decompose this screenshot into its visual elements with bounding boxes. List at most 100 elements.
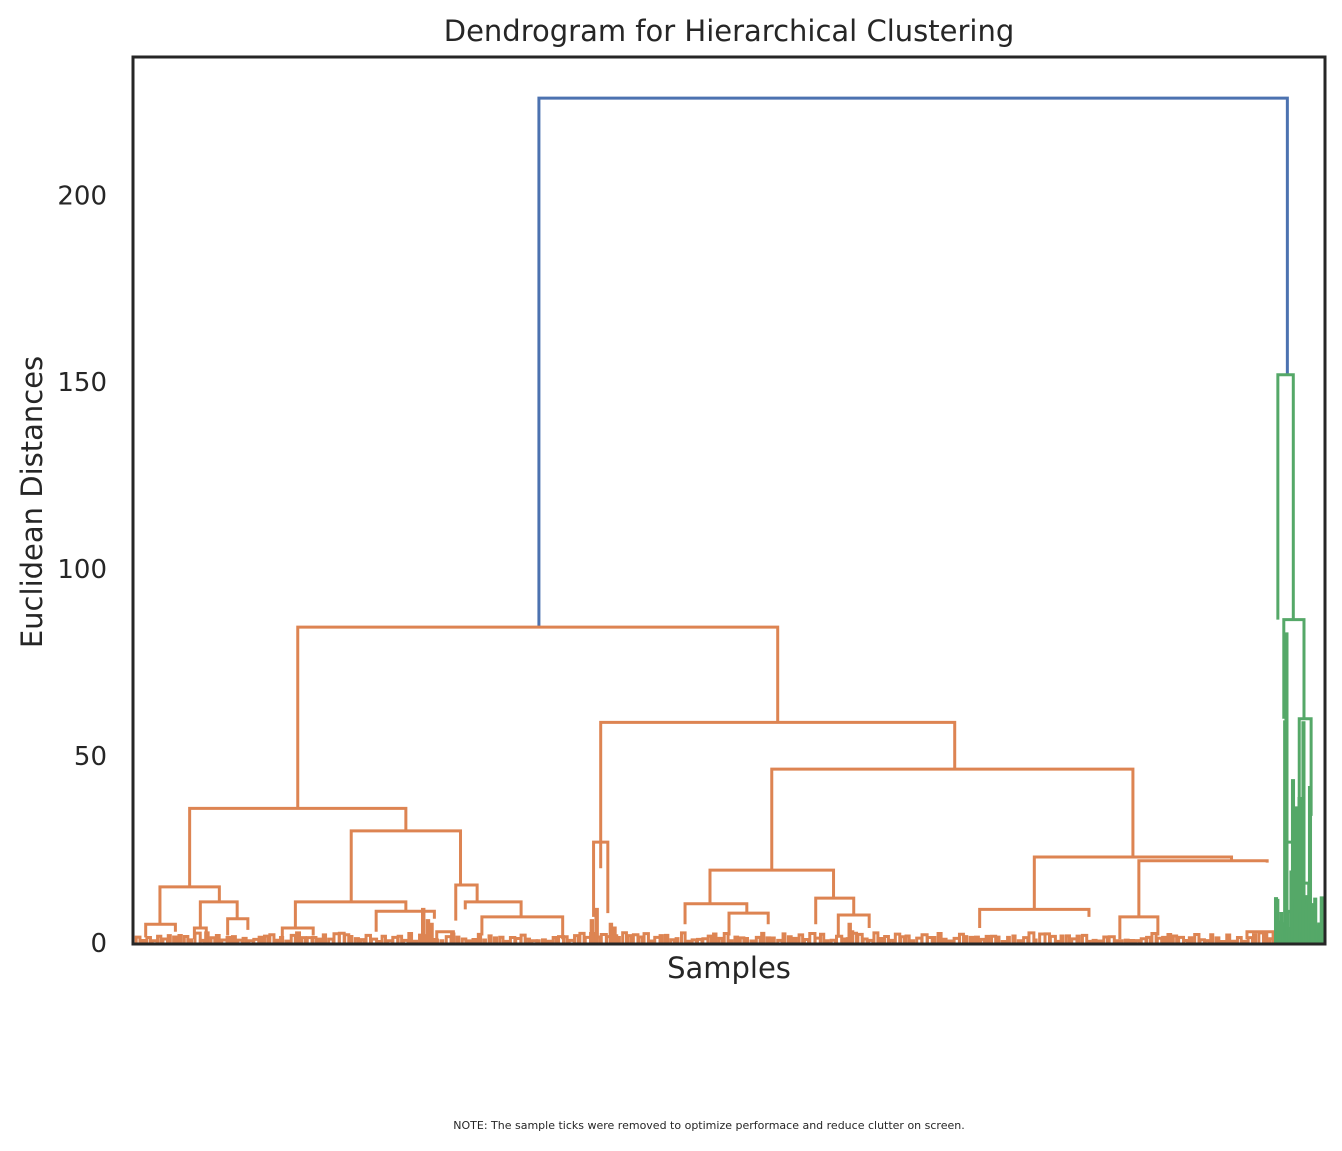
dendrogram-leaf-link xyxy=(268,933,276,943)
dendrogram-leaf-link xyxy=(963,935,969,943)
dendrogram-link xyxy=(349,829,463,902)
dendrogram-link xyxy=(188,806,408,887)
dendrogram-leaf-link xyxy=(375,939,382,943)
dendrogram-leaf-link xyxy=(321,933,328,943)
dendrogram-leaf-link xyxy=(455,935,461,943)
dendrogram-link xyxy=(770,767,1135,871)
dendrogram-leaf-link xyxy=(770,936,776,943)
dendrogram-link xyxy=(144,922,177,938)
dendrogram-leaf-link xyxy=(498,935,505,943)
dendrogram-leaf-link xyxy=(573,934,580,943)
dendrogram-leaf-link xyxy=(877,937,884,943)
dendrogram-leaf-link xyxy=(893,932,902,943)
y-axis-ticks: 0 50 100 150 200 xyxy=(57,181,107,959)
dendrogram-leaf-link xyxy=(476,932,483,943)
dendrogram-leaf-link xyxy=(904,934,911,943)
dendrogram-link xyxy=(280,926,315,940)
dendrogram-leaf-link xyxy=(1313,897,1318,943)
dendrogram-leaf-link xyxy=(849,930,855,943)
dendrogram-leaf-link xyxy=(706,934,713,943)
dendrogram-leaf-link xyxy=(1235,936,1243,943)
dendrogram-link xyxy=(226,917,250,936)
dendrogram-leaf-link xyxy=(262,934,270,943)
dendrogram-leaf-link xyxy=(1064,934,1071,943)
dendrogram-leaf-link xyxy=(1301,721,1306,943)
dendrogram-leaf-link xyxy=(608,922,614,943)
dendrogram-leaf-link xyxy=(1123,938,1130,943)
dendrogram-leaf-link xyxy=(487,934,493,943)
dendrogram-leaf-link xyxy=(696,937,704,943)
dendrogram-leaf-link xyxy=(679,931,687,943)
dendrogram-leaf-link xyxy=(802,937,810,943)
dendrogram-leaf-link xyxy=(1102,935,1109,943)
y-tick-label: 50 xyxy=(74,742,107,772)
dendrogram-leaf-link xyxy=(1032,938,1038,943)
dendrogram-leaf-link xyxy=(594,907,599,943)
dendrogram-leaf-link xyxy=(1252,933,1258,943)
dendrogram-leaf-link xyxy=(1219,940,1227,944)
y-tick-label: 200 xyxy=(57,181,107,211)
dendrogram-leaf-link xyxy=(482,938,487,943)
dendrogram-leaf-link xyxy=(241,936,248,943)
dendrogram-leaf-link xyxy=(257,935,264,943)
dendrogram-link xyxy=(296,625,780,809)
dendrogram-leaf-link xyxy=(957,932,965,943)
dendrogram-link xyxy=(1276,373,1295,620)
dendrogram-leaf-link xyxy=(327,937,335,943)
dendrogram-leaf-link xyxy=(524,937,532,943)
dendrogram-link xyxy=(599,720,957,869)
dendrogram-leaf-link xyxy=(311,935,318,943)
dendrogram-link xyxy=(1282,618,1306,719)
dendrogram-link xyxy=(814,896,856,925)
plot-frame xyxy=(131,55,1327,946)
dendrogram-leaf-link xyxy=(941,937,948,943)
dendrogram-link xyxy=(683,902,749,925)
dendrogram-leaf-link xyxy=(177,933,183,943)
dendrogram-leaf-link xyxy=(760,931,766,943)
dendrogram-leaf-link xyxy=(663,933,670,943)
dendrogram-leaf-link xyxy=(589,919,595,943)
dendrogram-leaf-link xyxy=(1166,932,1173,943)
dendrogram-leaf-link xyxy=(1006,935,1011,943)
dendrogram-leaf-link xyxy=(396,934,404,943)
dendrogram-leaf-link xyxy=(1054,939,1061,943)
dendrogram-leaf-link xyxy=(364,933,372,943)
dendrogram-leaf-link xyxy=(1298,912,1303,943)
dendrogram-leaf-link xyxy=(1193,933,1201,943)
dendrogram-leaf-link xyxy=(535,939,541,943)
dendrogram-leaf-link xyxy=(578,931,586,943)
dendrogram-leaf-link xyxy=(134,935,142,943)
dendrogram-link xyxy=(1032,855,1234,910)
dendrogram-link xyxy=(463,900,523,917)
dendrogram-leaf-link xyxy=(722,931,730,943)
dendrogram-leaf-link xyxy=(343,933,351,943)
dendrogram-leaf-link xyxy=(230,935,237,943)
dendrogram-link xyxy=(454,883,479,921)
dendrogram-leaf-link xyxy=(1000,940,1008,944)
dendrogram-leaf-link xyxy=(1155,936,1164,943)
dendrogram-link xyxy=(708,868,836,904)
y-tick-label: 150 xyxy=(57,368,107,398)
dendrogram-link xyxy=(374,909,436,932)
dendrogram-leaf-link xyxy=(1297,797,1302,943)
dendrogram-leaf-link xyxy=(1209,933,1215,943)
dendrogram-leaf-link xyxy=(990,934,998,943)
dendrogram-leaf-link xyxy=(974,935,980,943)
dendrogram-leaf-link xyxy=(209,936,217,943)
dendrogram-leaf-link xyxy=(1268,937,1275,943)
dendrogram-leaf-link xyxy=(204,931,210,943)
dendrogram-dense-leaves xyxy=(134,632,1324,944)
dendrogram-leaf-link xyxy=(540,938,547,943)
dendrogram-leaf-link xyxy=(562,935,569,943)
dendrogram-leaf-link xyxy=(717,936,724,943)
dendrogram-leaf-link xyxy=(166,934,172,943)
dendrogram-leaf-link xyxy=(225,936,232,943)
dendrogram-leaf-link xyxy=(182,934,190,943)
dendrogram-leaf-link xyxy=(781,932,787,943)
dendrogram-leaf-link xyxy=(1129,938,1135,943)
dendrogram-link xyxy=(537,96,1289,628)
dendrogram-leaf-link xyxy=(968,935,975,943)
dendrogram-leaf-link xyxy=(1161,935,1167,943)
dendrogram-leaf-link xyxy=(1319,896,1324,943)
dendrogram-leaf-link xyxy=(1230,939,1238,943)
